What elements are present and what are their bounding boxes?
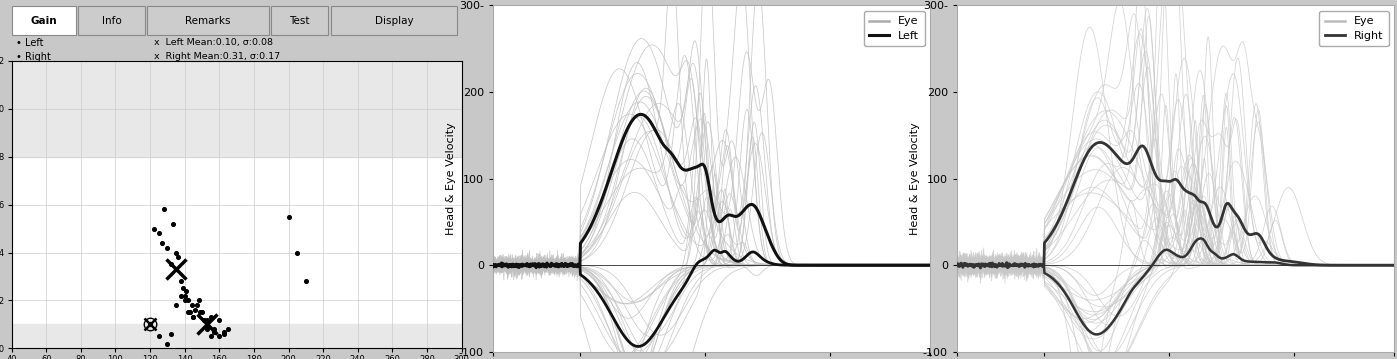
Bar (331, 6, 457, 35)
Legend: Eye, Right: Eye, Right (1319, 11, 1389, 47)
Text: • Right: • Right (17, 52, 52, 62)
Legend: Eye, Left: Eye, Left (863, 11, 925, 47)
Bar (147, 6, 268, 35)
Text: x  Right Mean:0.31, σ:0.17: x Right Mean:0.31, σ:0.17 (154, 52, 279, 61)
Text: x  Left Mean:0.10, σ:0.08: x Left Mean:0.10, σ:0.08 (154, 38, 272, 47)
Text: Test: Test (289, 16, 310, 25)
Text: Gain: Gain (31, 16, 57, 25)
Y-axis label: Head & Eye Velocity: Head & Eye Velocity (446, 122, 455, 235)
Text: Display: Display (374, 16, 414, 25)
Text: • Left: • Left (17, 38, 43, 48)
Y-axis label: Head & Eye Velocity: Head & Eye Velocity (909, 122, 921, 235)
Bar (11, 6, 75, 35)
Bar (78, 6, 145, 35)
Text: Info: Info (102, 16, 122, 25)
Text: Remarks: Remarks (186, 16, 231, 25)
Bar (271, 6, 328, 35)
